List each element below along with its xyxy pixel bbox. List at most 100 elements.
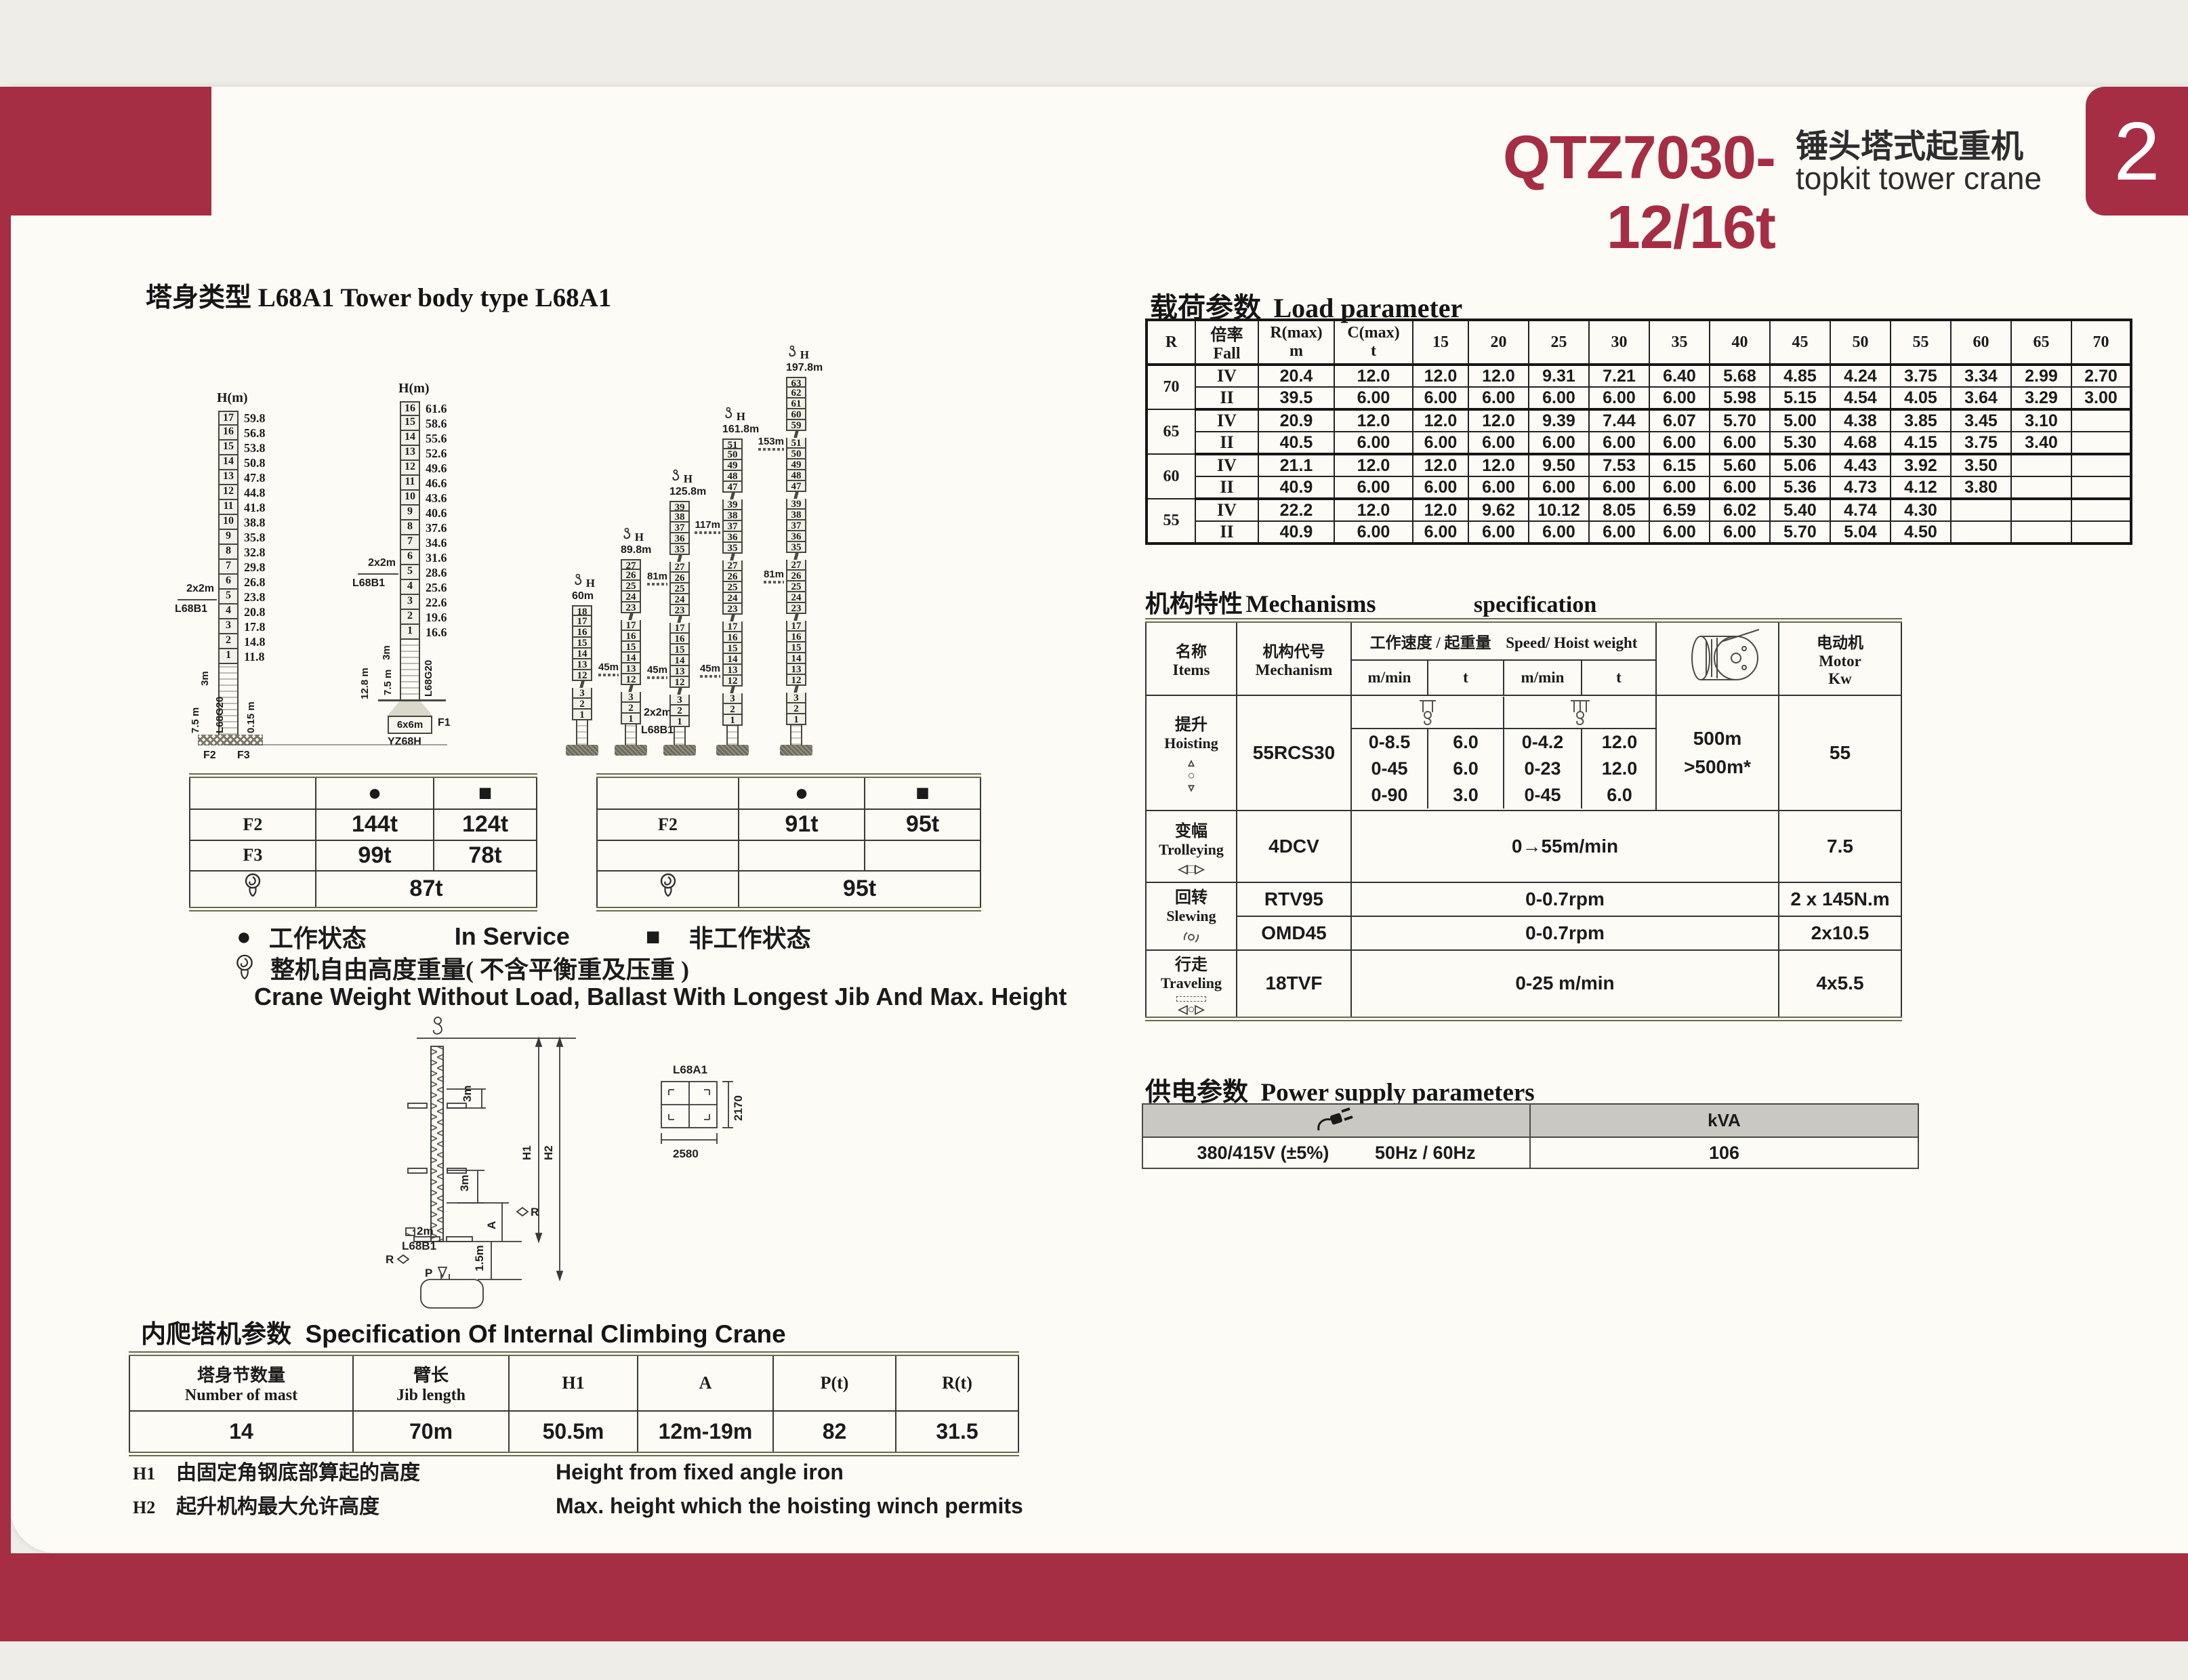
section-height: 32.8 <box>244 545 266 559</box>
section-number: 25 <box>722 582 743 593</box>
internal-climbing-diagram: 3m 3m A H1 H2 R R P 1.5m 2m L68B1 L68A1 … <box>386 1017 745 1309</box>
hook-icon <box>575 573 582 586</box>
section-number: 18 <box>572 605 592 617</box>
section-number: 2 <box>400 610 420 625</box>
weight-value: 91t <box>738 808 865 841</box>
tower-section-row: 2 14.8 <box>218 634 266 649</box>
load-value: 6.00 <box>1334 520 1413 545</box>
tower-section-row: 9 40.6 <box>400 506 447 520</box>
trolleying-motor-power: 7.5 <box>1778 809 1902 883</box>
tower-section-row: 3 22.6 <box>400 595 447 610</box>
break-mark <box>783 614 809 621</box>
load-value: 6.00 <box>1588 431 1650 455</box>
section-number: 27 <box>621 559 641 571</box>
offset-1-5m-label: 1.5m <box>473 1245 486 1271</box>
break-mark <box>720 615 745 621</box>
load-value: 4.68 <box>1830 431 1891 455</box>
anchored-tower-125.8m: H 125.8m 39 38 37 36 35 27 26 81m 25 24 23 17 16 15 14 13… <box>647 468 706 756</box>
section-height: 26.8 <box>244 575 266 589</box>
tower-section-row: 16 61.6 <box>400 401 447 416</box>
load-value: 6.59 <box>1649 498 1710 522</box>
tie-level-label: 81m <box>647 571 667 586</box>
load-value: 12.0 <box>1334 453 1413 477</box>
tower-height-label: 161.8m <box>722 424 760 435</box>
section-number: 2 <box>669 705 690 716</box>
load-value: 3.75 <box>1890 364 1952 388</box>
anchored-tower-89.8m: H 89.8m 27 26 25 24 23 17 16 15 14 13 45m 12 3 2 1 2x2m L6… <box>598 527 674 756</box>
height-axis-label: H(m) <box>398 381 430 396</box>
in-service-symbol: ● <box>315 775 434 810</box>
sub-header-mmin: m/min <box>1350 659 1428 696</box>
tie-level-label: 45m <box>700 663 720 678</box>
load-value: 3.64 <box>1950 386 2012 411</box>
section-number: 1 <box>786 714 806 725</box>
section-number: 23 <box>722 604 743 615</box>
load-row-55-II: II 40.9 6.00 6.00 6.00 6.00 6.00 6.00 6.00 5.70 5.… <box>1147 520 2132 545</box>
section-number: 24 <box>669 594 690 605</box>
lower-mast <box>400 640 420 701</box>
tie-frame-size-label: 2x2m <box>186 583 214 594</box>
section-number: 25 <box>669 583 690 594</box>
section-number: 7 <box>400 535 420 550</box>
load-value: 4.74 <box>1830 498 1891 522</box>
load-value: 12.0 <box>1468 409 1529 432</box>
upper-3m-label: 3m <box>461 1085 474 1102</box>
tower-footing <box>663 745 696 756</box>
load-row-65-IV: 65 IV 20.9 12.0 12.0 12.0 9.39 7.44 6.07 5.70 5.00… <box>1146 409 2132 455</box>
foundation-block: 6x6m <box>388 716 432 734</box>
hook-icon <box>672 469 680 481</box>
section-number: 39 <box>669 501 690 513</box>
section-number: 63 <box>786 377 806 389</box>
section-height: 37.6 <box>426 520 447 535</box>
base-platform-line <box>378 699 446 701</box>
hoisting-speed-grid: 0-8.5 6.0 0-4.2 12.0 0-45 6.0 0-23 12.0 0-90 3.… <box>1352 729 1655 808</box>
section-number: 48 <box>722 471 743 482</box>
load-value: 20.9 <box>1258 409 1335 432</box>
section-number: 27 <box>722 560 743 571</box>
section-height: 14.8 <box>244 634 266 649</box>
section-stack: 63 62 61 60 59 51 153m 50 49 48 47 39 38 37 36 35 27 26 81… <box>758 377 809 725</box>
item-hoisting: 提升 Hoisting ▵ ○ ▿ <box>1145 694 1237 811</box>
fixed-tower-diagram-YZ68H: H(m) 16 61.6 15 58.6 14 55.6 13 52.6 12 49.6 11 46.… <box>352 381 522 790</box>
section-number: 16 <box>621 631 641 642</box>
load-value: 9.39 <box>1528 409 1590 432</box>
load-value <box>1950 520 2012 545</box>
crane-model-title: QTZ7030-12/16t <box>1502 124 1776 262</box>
section-number: 14 <box>669 655 690 666</box>
section-number: 36 <box>786 531 806 542</box>
tie-frame-size-label: 2x2m <box>368 557 396 569</box>
section-number: 12 <box>572 670 592 681</box>
load-value: 12.0 <box>1412 409 1469 432</box>
load-value: 40.9 <box>1258 476 1335 500</box>
four-fall-hook-icon <box>1504 697 1655 728</box>
segment-7-5m-label: 7.5 m <box>190 707 201 733</box>
tower-section-row: 4 25.6 <box>400 580 447 595</box>
kva-header: kVA <box>1529 1103 1919 1138</box>
load-value <box>2071 476 2132 500</box>
section-number: 1 <box>722 715 743 726</box>
section-height: 16.6 <box>426 625 447 639</box>
load-value: 6.00 <box>1588 386 1650 411</box>
section-number: 27 <box>786 560 806 571</box>
tower-section-row: 8 37.6 <box>400 520 447 535</box>
section-height: 25.6 <box>426 580 447 594</box>
load-value: 6.15 <box>1649 453 1710 477</box>
break-mark <box>618 685 644 692</box>
load-value <box>2071 520 2132 545</box>
segment-3m-label: 3m <box>199 671 211 686</box>
rope-capacity-cell: 500m >500m* <box>1655 694 1779 811</box>
section-number: 16 <box>786 632 806 642</box>
slewing-speed: 0-0.7rpm <box>1350 915 1779 951</box>
tower-section-row: 15 53.8 <box>218 441 266 455</box>
section-number: 62 <box>786 388 806 398</box>
break-mark <box>667 616 693 623</box>
load-value: 3.29 <box>2010 386 2072 411</box>
fall-value: IV <box>1195 409 1259 432</box>
section-number: 5 <box>400 565 420 580</box>
section-number: 24 <box>621 592 641 602</box>
section-number: 6 <box>400 550 420 565</box>
section-number: 13 <box>400 446 420 461</box>
tower-top-header: H <box>786 344 809 362</box>
section-height: 50.8 <box>244 455 266 470</box>
